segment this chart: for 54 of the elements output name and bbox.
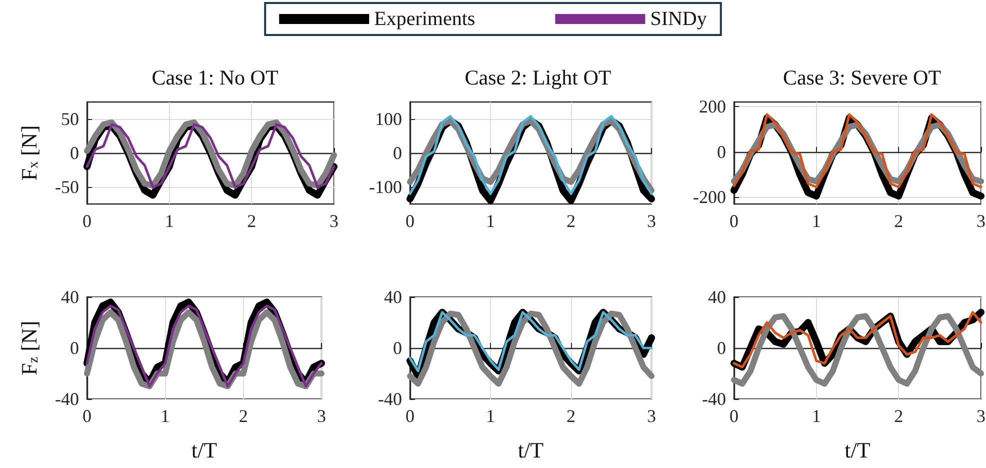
x-tick-label: 0	[406, 406, 414, 426]
y-tick-label: -200	[693, 187, 726, 208]
x-tick-label: 2	[894, 211, 904, 231]
x-tick-label: 0	[406, 211, 414, 231]
legend-label: SINDy	[650, 8, 707, 30]
line-series	[732, 113, 982, 188]
y-tick-label: 100	[375, 109, 402, 129]
y-axis-title: Fx [N]	[16, 125, 42, 181]
y-tick-label: 0	[393, 143, 402, 163]
x-tick-label: 3	[647, 406, 656, 426]
y-tick-label: -40	[378, 389, 402, 409]
x-tick-label: 1	[486, 406, 495, 426]
y-tick-label: -40	[55, 389, 79, 409]
x-tick-label: 2	[566, 211, 576, 231]
x-tick-label: 1	[160, 406, 170, 426]
legend-label: Experiments	[374, 8, 476, 30]
x-axis-title: t/T	[844, 438, 871, 462]
x-tick-label: 3	[976, 406, 986, 426]
y-tick-label: 50	[61, 109, 79, 129]
y-tick-label: 40	[384, 287, 402, 307]
y-tick-label: 40	[61, 287, 79, 307]
y-axis-title: Fz [N]	[16, 320, 42, 376]
x-tick-label: 2	[566, 406, 576, 426]
x-tick-label: 2	[238, 406, 248, 426]
line-series	[408, 311, 653, 372]
chart-title: Case 1: No OT	[152, 66, 278, 90]
x-tick-label: 1	[164, 211, 174, 231]
x-tick-label: 0	[730, 211, 738, 231]
x-tick-label: 1	[812, 406, 821, 426]
x-axis-title: t/T	[518, 438, 544, 462]
x-tick-label: 3	[647, 211, 656, 231]
y-tick-label: 0	[70, 338, 79, 358]
y-tick-label: 0	[70, 143, 79, 163]
x-tick-label: 3	[976, 211, 986, 231]
x-tick-label: 1	[812, 211, 821, 231]
x-tick-label: 2	[894, 406, 904, 426]
y-tick-label: 0	[393, 338, 402, 358]
x-tick-label: 0	[82, 406, 92, 426]
x-tick-label: 3	[330, 211, 338, 231]
x-tick-label: 2	[247, 211, 256, 231]
y-tick-label: -100	[369, 177, 402, 197]
chart-title: Case 3: Severe OT	[782, 66, 942, 90]
y-tick-label: 0	[717, 142, 726, 162]
x-axis-title: t/T	[191, 438, 218, 462]
x-tick-label: 0	[82, 211, 92, 231]
x-tick-label: 1	[486, 211, 495, 231]
y-tick-label: 40	[708, 287, 726, 307]
x-tick-label: 0	[730, 406, 738, 426]
y-tick-label: 0	[717, 338, 726, 358]
y-tick-label: -40	[702, 389, 726, 409]
chart-title: Case 2: Light OT	[464, 66, 612, 90]
y-tick-label: -50	[55, 177, 79, 197]
y-tick-label: 200	[699, 96, 726, 117]
x-tick-label: 3	[317, 406, 326, 426]
